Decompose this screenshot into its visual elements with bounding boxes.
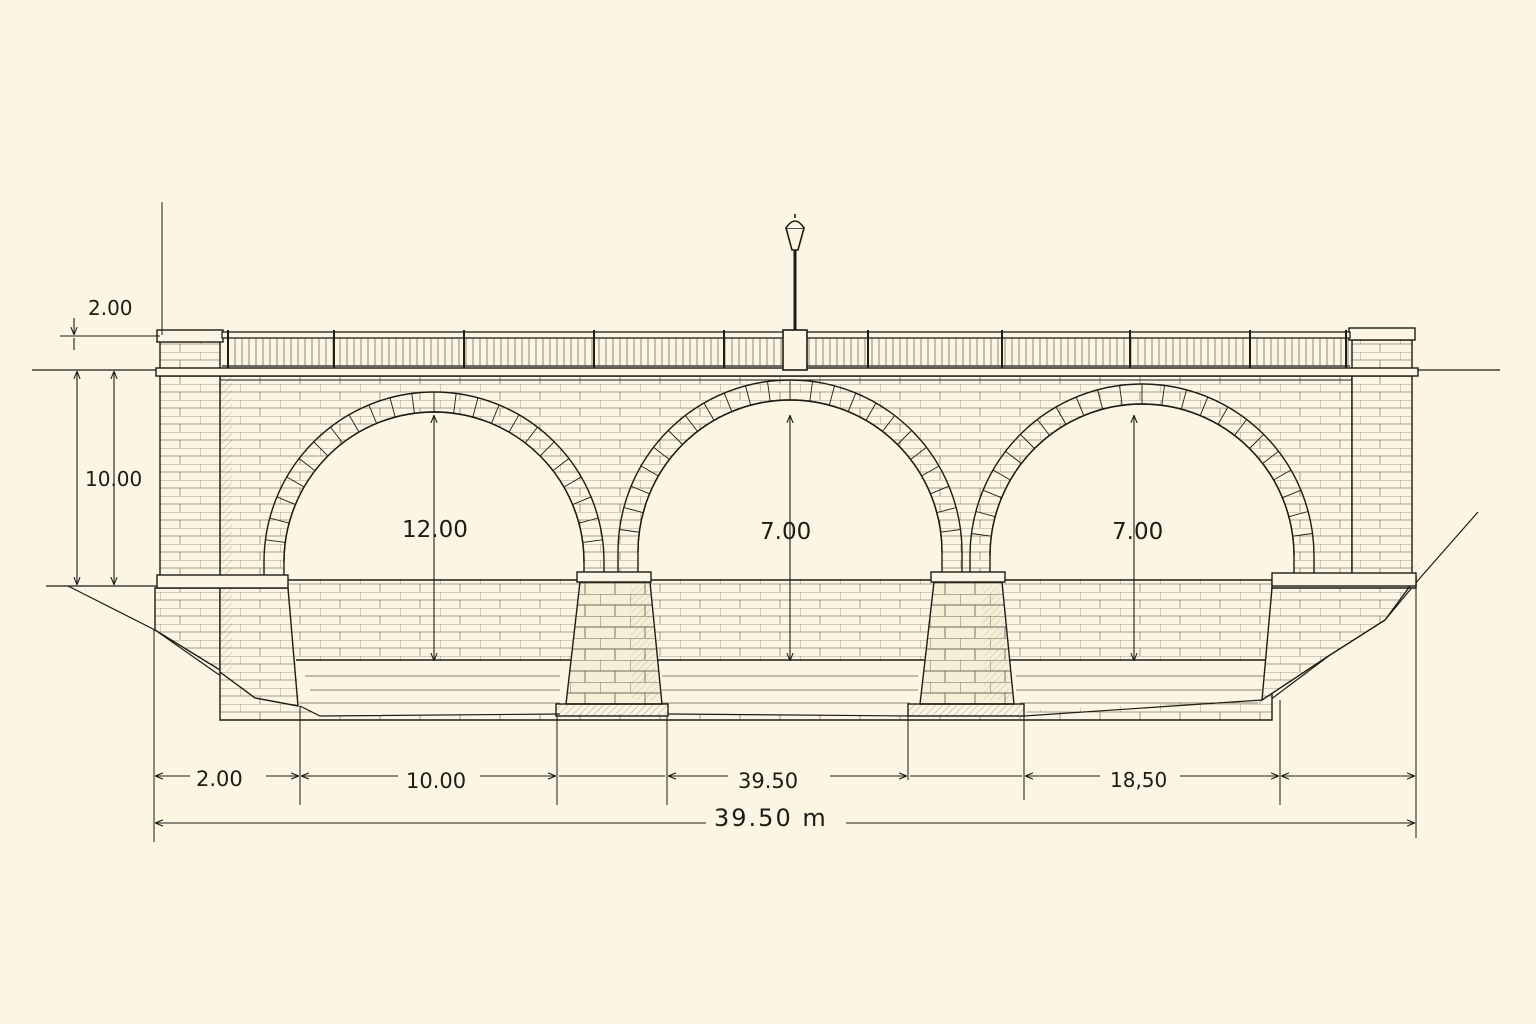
voussoir-joint bbox=[1020, 434, 1035, 449]
voussoir-joint bbox=[865, 402, 877, 421]
voussoir-joint bbox=[472, 397, 479, 418]
voussoir-joint bbox=[975, 511, 996, 518]
label-span-arch-right: 18,50 bbox=[1110, 768, 1167, 792]
dimension-labels: 2.00 10.00 12.00 7.00 7.00 2.00 10.00 39… bbox=[85, 296, 1167, 832]
voussoir-joint bbox=[578, 517, 599, 524]
voussoir-joint bbox=[1055, 406, 1067, 425]
voussoir-joint bbox=[582, 539, 603, 543]
voussoir-joint bbox=[1217, 406, 1229, 425]
voussoir-joint bbox=[684, 415, 698, 432]
voussoir-joint bbox=[286, 476, 305, 488]
voussoir-joint bbox=[1262, 450, 1279, 464]
voussoir-joint bbox=[828, 385, 835, 406]
voussoir-joint bbox=[368, 404, 378, 424]
voussoir-joint bbox=[668, 430, 683, 445]
voussoir-joint bbox=[1199, 396, 1209, 416]
vertical-dimensions bbox=[74, 318, 1134, 660]
voussoir-joint bbox=[1288, 511, 1309, 518]
voussoir-joint bbox=[930, 485, 950, 495]
voussoir-joint bbox=[1282, 489, 1302, 499]
voussoir-joint bbox=[508, 414, 520, 433]
voussoir-joint bbox=[389, 397, 396, 418]
voussoir-joint bbox=[348, 414, 360, 433]
voussoir-joint bbox=[910, 446, 927, 460]
voussoir-joint bbox=[1273, 469, 1292, 481]
voussoir-joint bbox=[882, 415, 896, 432]
voussoir-joint bbox=[623, 507, 644, 514]
left-abutment bbox=[154, 329, 299, 707]
arch-voussoirs bbox=[265, 380, 1313, 543]
voussoir-joint bbox=[1097, 389, 1104, 410]
voussoir-joint bbox=[265, 539, 286, 543]
pier-left bbox=[555, 571, 669, 717]
voussoir-joint bbox=[847, 392, 857, 412]
label-span-arch-left: 10.00 bbox=[406, 769, 466, 793]
voussoir-joint bbox=[640, 465, 659, 477]
label-span-left-abutment: 2.00 bbox=[196, 767, 243, 791]
voussoir-joint bbox=[971, 533, 992, 537]
voussoir-joint bbox=[745, 385, 752, 406]
voussoir-joint bbox=[703, 402, 715, 421]
label-arch-right-rise: 7.00 bbox=[1112, 519, 1163, 545]
label-parapet-height: 2.00 bbox=[88, 296, 133, 320]
extension-lines bbox=[60, 202, 1417, 842]
voussoir-joint bbox=[1161, 385, 1165, 406]
voussoir-joint bbox=[992, 469, 1011, 481]
voussoir-joint bbox=[1036, 419, 1050, 436]
voussoir-joint bbox=[453, 393, 457, 414]
voussoir-joint bbox=[653, 446, 670, 460]
lamp-post-icon bbox=[782, 214, 808, 371]
voussoir-joint bbox=[936, 507, 957, 514]
horizontal-dimensions bbox=[156, 776, 1414, 823]
voussoir-joint bbox=[619, 529, 640, 533]
label-pier-height: 10.00 bbox=[85, 467, 142, 491]
voussoir-joint bbox=[563, 476, 582, 488]
voussoir-joint bbox=[490, 404, 500, 424]
voussoir-joint bbox=[767, 381, 771, 402]
label-arch-middle-rise: 7.00 bbox=[760, 519, 811, 545]
label-arch-left-rise: 12.00 bbox=[402, 517, 468, 543]
voussoir-joint bbox=[269, 517, 290, 524]
voussoir-joint bbox=[897, 430, 912, 445]
voussoir-joint bbox=[1119, 385, 1123, 406]
voussoir-joint bbox=[1292, 533, 1313, 537]
voussoir-joint bbox=[524, 426, 538, 444]
voussoir-joint bbox=[809, 381, 813, 402]
voussoir-joint bbox=[313, 441, 329, 457]
voussoir-joint bbox=[723, 392, 733, 412]
voussoir-joint bbox=[539, 441, 555, 457]
voussoir-joint bbox=[1005, 450, 1022, 464]
voussoir-joint bbox=[982, 489, 1002, 499]
voussoir-joint bbox=[572, 496, 592, 506]
voussoir-joint bbox=[1249, 434, 1264, 449]
pier-right bbox=[907, 571, 1025, 717]
label-total-length: 39.50 m bbox=[714, 804, 828, 832]
label-span-arch-middle: 39.50 bbox=[738, 769, 798, 793]
voussoir-joint bbox=[411, 393, 415, 414]
voussoir-joint bbox=[330, 426, 344, 444]
voussoir-joint bbox=[1234, 419, 1248, 436]
voussoir-joint bbox=[298, 458, 316, 472]
voussoir-joint bbox=[630, 485, 650, 495]
river-water bbox=[296, 659, 1270, 717]
voussoir-joint bbox=[1180, 389, 1187, 410]
voussoir-joint bbox=[276, 496, 296, 506]
voussoir-joint bbox=[552, 458, 570, 472]
voussoir-joint bbox=[940, 529, 961, 533]
voussoir-joint bbox=[1075, 396, 1085, 416]
voussoir-joint bbox=[921, 465, 940, 477]
